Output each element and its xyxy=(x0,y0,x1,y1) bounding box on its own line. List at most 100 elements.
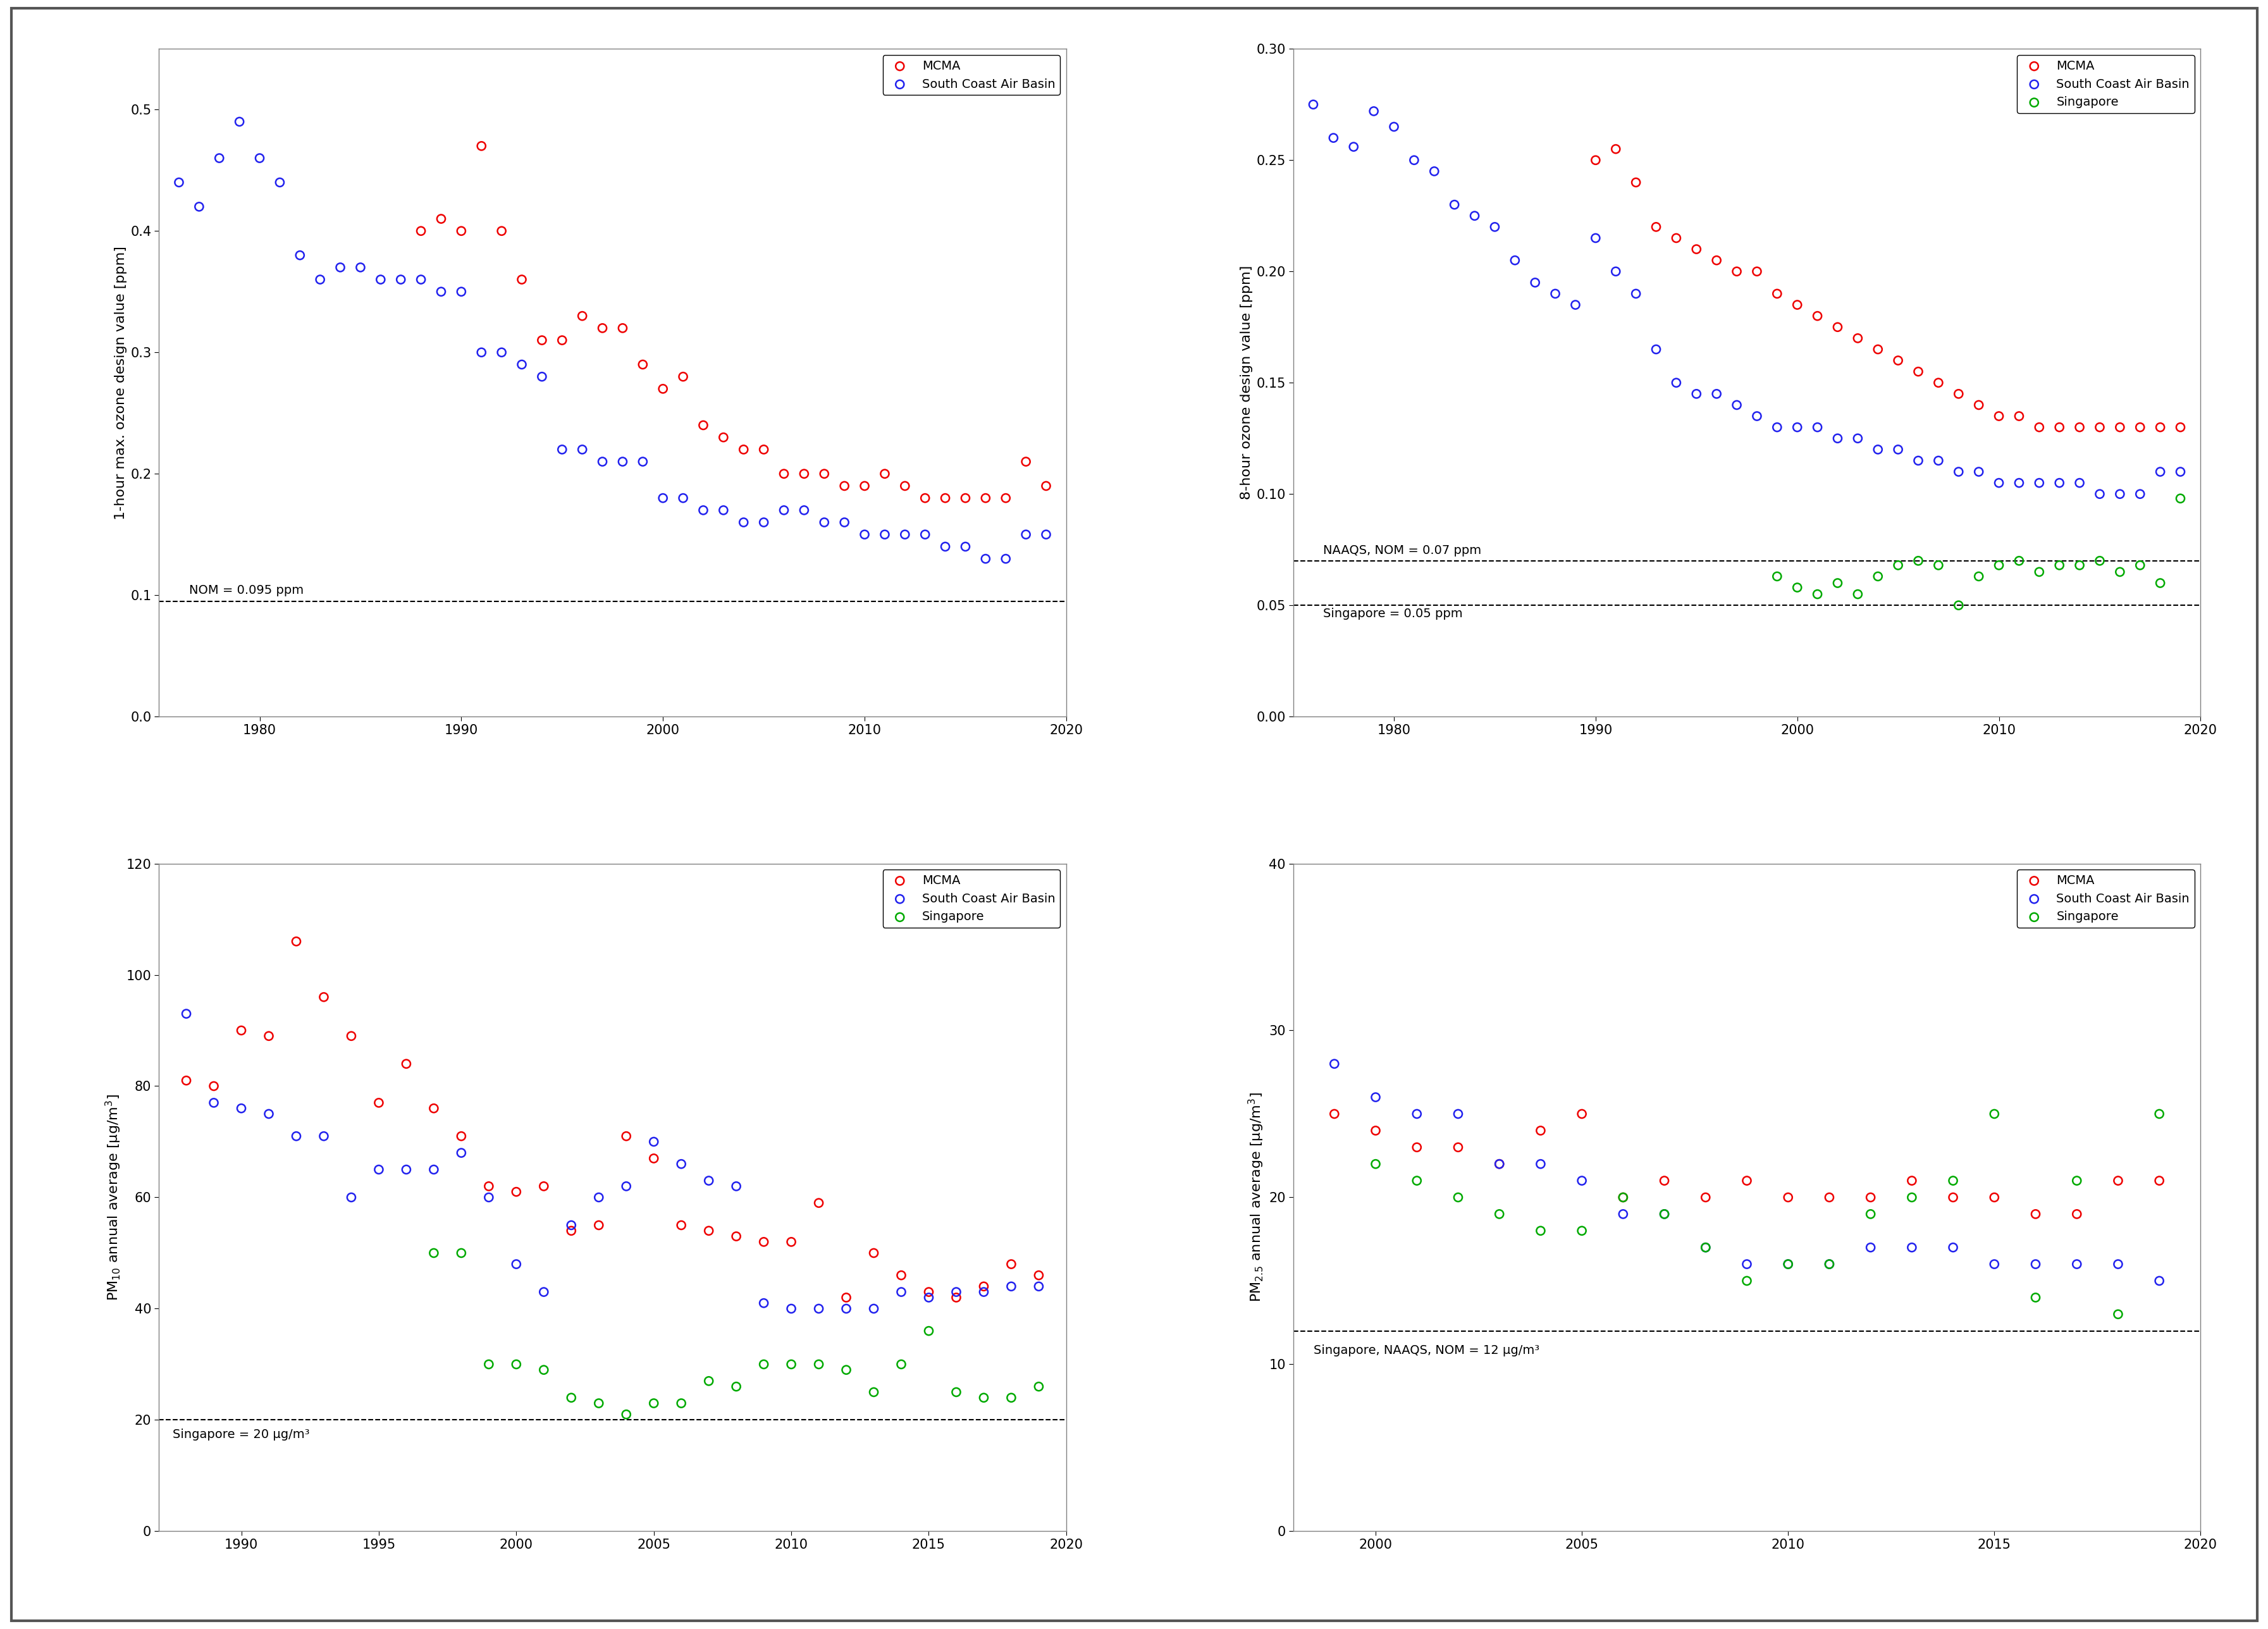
Point xyxy=(2141,459,2177,485)
Point xyxy=(2041,469,2077,495)
Point xyxy=(1481,1201,1517,1227)
Point xyxy=(2161,459,2198,485)
Point xyxy=(442,218,479,244)
Point xyxy=(422,205,458,231)
Point xyxy=(1960,459,1996,485)
Point xyxy=(1456,202,1492,228)
Point xyxy=(2016,1201,2053,1227)
Point xyxy=(1617,169,1653,195)
Point xyxy=(866,521,903,547)
Point xyxy=(181,194,218,220)
Point xyxy=(689,1218,726,1245)
Point xyxy=(689,1168,726,1194)
Point xyxy=(1522,1218,1558,1245)
Point xyxy=(993,1385,1030,1411)
Point xyxy=(1939,381,1975,407)
Point xyxy=(565,437,601,463)
Point xyxy=(1027,472,1064,498)
Point xyxy=(1728,1168,1765,1194)
Point xyxy=(866,461,903,487)
Point xyxy=(1658,370,1694,396)
Point xyxy=(1853,1235,1889,1261)
Point xyxy=(581,1390,617,1416)
Point xyxy=(887,521,923,547)
Point xyxy=(993,1274,1030,1300)
Point xyxy=(1576,147,1613,173)
Point xyxy=(361,1090,397,1116)
Point xyxy=(1975,1184,2012,1210)
Point xyxy=(2000,402,2037,428)
Point xyxy=(665,363,701,389)
Point xyxy=(581,1184,617,1210)
Point xyxy=(855,1295,891,1321)
Point xyxy=(195,1090,231,1116)
Point xyxy=(1563,1218,1599,1245)
Point xyxy=(1374,114,1411,140)
Point xyxy=(240,145,277,171)
Point xyxy=(966,485,1002,512)
Point xyxy=(1810,1251,1846,1277)
Point xyxy=(1839,582,1876,608)
Point xyxy=(1576,225,1613,251)
Point xyxy=(1336,134,1372,160)
Point xyxy=(1860,336,1896,362)
Point xyxy=(635,1390,671,1416)
Point xyxy=(2016,1285,2053,1311)
Point xyxy=(2100,414,2136,440)
Point xyxy=(1719,259,1755,285)
Point xyxy=(1860,437,1896,463)
Point xyxy=(828,1285,864,1311)
Point xyxy=(1481,1152,1517,1178)
Point xyxy=(2100,1251,2136,1277)
Point xyxy=(2021,559,2057,585)
Point xyxy=(585,314,621,340)
Point xyxy=(388,1157,424,1183)
Point xyxy=(785,461,821,487)
Point xyxy=(1810,1251,1846,1277)
Point xyxy=(2021,469,2057,495)
Point xyxy=(635,1145,671,1171)
Point xyxy=(719,1173,755,1199)
Point xyxy=(1975,1101,2012,1127)
Point xyxy=(1295,91,1331,117)
Point xyxy=(1769,1184,1805,1210)
Point xyxy=(603,314,640,340)
Point xyxy=(644,376,680,402)
Point xyxy=(2000,547,2037,573)
Point xyxy=(2141,1101,2177,1127)
Point xyxy=(526,1279,562,1305)
Point xyxy=(635,1129,671,1155)
Point xyxy=(1799,414,1835,440)
Point xyxy=(168,1000,204,1026)
Point xyxy=(306,1122,342,1148)
Point xyxy=(966,1385,1002,1411)
Point xyxy=(907,485,943,512)
Point xyxy=(499,1352,535,1378)
Point xyxy=(1880,347,1916,373)
Point xyxy=(1853,1201,1889,1227)
Point xyxy=(1356,98,1393,124)
Point xyxy=(469,1184,506,1210)
Point xyxy=(1839,425,1876,451)
Point xyxy=(2141,1267,2177,1293)
Point xyxy=(1980,552,2016,578)
Point xyxy=(773,1295,810,1321)
Point xyxy=(1597,259,1633,285)
Point xyxy=(1637,336,1674,362)
Point xyxy=(261,169,297,195)
Point xyxy=(882,1262,919,1289)
Point xyxy=(333,1023,370,1049)
Point xyxy=(993,1251,1030,1277)
Point xyxy=(415,1157,451,1183)
Point xyxy=(1481,1152,1517,1178)
Point xyxy=(689,1368,726,1394)
Point xyxy=(222,1095,259,1121)
Point xyxy=(1315,1101,1352,1127)
Point xyxy=(1399,1134,1436,1160)
Point xyxy=(1939,593,1975,619)
Point xyxy=(1647,1168,1683,1194)
Point xyxy=(2062,414,2098,440)
Point xyxy=(565,303,601,329)
Point xyxy=(1699,248,1735,274)
Point xyxy=(526,1173,562,1199)
